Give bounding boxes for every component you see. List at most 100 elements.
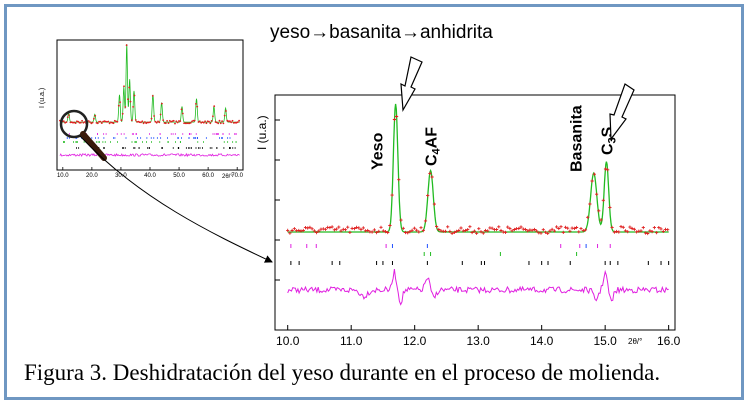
zoom-observed-point — [610, 225, 614, 229]
zoom-observed-point — [597, 209, 601, 213]
zoom-observed-point — [655, 231, 659, 235]
overview-observed-point — [82, 121, 85, 124]
overview-observed-point — [127, 98, 129, 101]
overview-observed-point — [134, 119, 137, 121]
overview-tick-label: 60.0 — [202, 173, 214, 179]
peak-label-c4af: C4AF — [424, 127, 443, 166]
zoom-observed-point — [421, 229, 425, 233]
zoom-observed-point — [606, 168, 610, 172]
zoom-observed-point — [566, 226, 570, 230]
overview-panel: 10.0 20.0 30.0 40.0 50.0 60.0 70.0 I (u.a.) 2θ… — [39, 39, 244, 180]
zoom-observed-point — [426, 194, 430, 198]
zoom-observed-point — [628, 225, 632, 229]
overview-observed-point — [210, 120, 213, 122]
overview-observed-point — [62, 120, 65, 123]
overview-observed-point — [154, 120, 157, 123]
zoom-observed-point — [328, 226, 332, 230]
overview-observed-point — [120, 119, 123, 122]
overview-y-axis-label: I (u.a.) — [39, 88, 46, 108]
zoom-observed-point — [290, 228, 294, 233]
overview-x-axis-label: 2θ/° — [222, 174, 233, 180]
overview-observed-point — [98, 120, 100, 123]
zoom-observed-point — [595, 192, 599, 196]
zoom-observed-point — [499, 228, 503, 233]
overview-observed-point — [223, 114, 226, 117]
overview-observed-point — [125, 44, 128, 47]
zoom-observed-point — [526, 229, 530, 233]
zoom-observed-point — [459, 226, 463, 230]
zoom-observed-point — [648, 229, 652, 233]
zoom-observed-point — [308, 225, 312, 229]
zoom-difference-line — [287, 269, 669, 306]
zoom-observed-point — [592, 172, 596, 176]
zoom-observed-point — [661, 229, 665, 233]
overview-observed-point — [89, 121, 91, 123]
overview-observed-point — [175, 120, 178, 123]
overview-observed-point — [117, 104, 120, 107]
overview-observed-point — [91, 121, 94, 124]
overview-observed-point — [83, 121, 86, 123]
zoom-observed-point — [352, 227, 356, 231]
zoom-observed-point — [401, 226, 405, 230]
zoom-observed-point — [430, 175, 434, 179]
zoom-observed-point — [470, 230, 474, 235]
zoom-observed-point — [623, 229, 628, 233]
overview-observed-point — [205, 122, 208, 125]
zoom-observed-point — [423, 219, 428, 223]
zoom-observed-point — [339, 229, 343, 233]
zoom-observed-point — [468, 225, 472, 229]
zoom-observed-point — [650, 230, 654, 234]
overview-observed-point — [90, 122, 93, 125]
overview-observed-point — [78, 121, 81, 124]
zoom-tick-label: 12.0 — [403, 334, 427, 348]
overview-tick-label: 30.0 — [115, 173, 127, 179]
zoom-observed-point — [412, 226, 416, 230]
zoom-observed-point — [601, 198, 605, 202]
zoom-observed-point — [639, 229, 643, 233]
zoom-observed-point — [312, 229, 316, 233]
zoom-observed-point — [432, 202, 436, 206]
zoom-observed-point — [579, 227, 583, 231]
overview-observed-point — [132, 106, 135, 108]
zoom-observed-point — [621, 225, 625, 229]
peak-label-c3s: C3S — [599, 126, 618, 155]
zoom-observed-point — [543, 230, 548, 234]
magnifier-handle — [80, 131, 107, 161]
zoom-observed-point — [315, 231, 319, 235]
zoom-observed-point — [495, 227, 499, 232]
zoom-observed-point — [563, 225, 568, 229]
overview-observed-point — [172, 119, 175, 122]
zoom-observed-point — [477, 227, 481, 231]
zoom-observed-point — [472, 229, 476, 233]
zoom-observed-point — [297, 228, 301, 233]
overview-observed-point — [215, 121, 218, 124]
zoom-observed-point — [666, 228, 670, 232]
zoom-observed-point — [546, 231, 550, 235]
overview-observed-point — [192, 119, 195, 122]
overview-observed-point — [195, 103, 197, 105]
zoom-tick-label: 13.0 — [466, 334, 490, 348]
overview-observed-point — [168, 119, 171, 122]
zoom-peak-labels: Yeso C4AF Basanita C3S — [370, 105, 619, 172]
zoom-observed-point — [337, 225, 341, 229]
overview-plot-frame — [56, 39, 244, 171]
zoom-observed-point — [286, 228, 290, 232]
zoom-x-ticks: 10.0 11.0 12.0 13.0 14.0 15.0 16.0 — [275, 119, 681, 348]
overview-x-ticks: 10.0 20.0 30.0 40.0 50.0 60.0 70.0 — [57, 167, 244, 179]
zoom-observed-point — [503, 230, 508, 234]
zoom-observed-point — [435, 225, 439, 229]
overview-observed-point — [230, 121, 233, 124]
zoom-observed-point — [408, 230, 412, 234]
connector-arrow — [79, 135, 273, 263]
zoom-observed-point — [612, 230, 616, 234]
zoom-observed-point — [615, 229, 619, 234]
zoom-observed-point — [348, 230, 352, 234]
overview-observed-point — [66, 116, 69, 118]
zoom-observed-point — [428, 171, 432, 175]
overview-tick-label: 50.0 — [173, 173, 185, 179]
zoom-observed-point — [490, 226, 494, 230]
overview-observed-point — [208, 120, 210, 123]
overview-observed-point — [179, 120, 182, 122]
zoom-y-axis-label: I (u.a.) — [255, 115, 269, 150]
